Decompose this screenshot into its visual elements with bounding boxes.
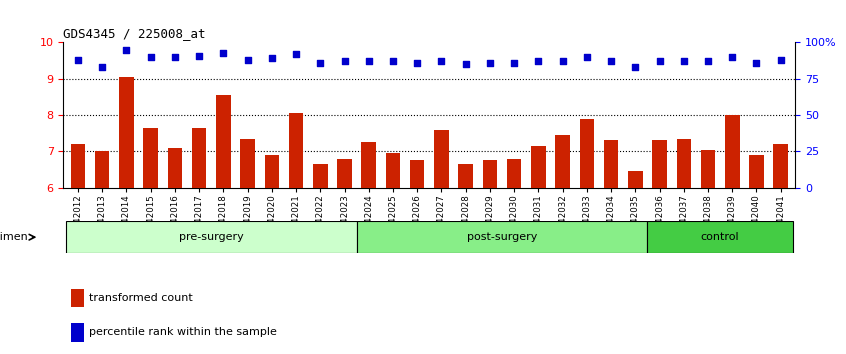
Bar [580,119,594,188]
Point [629,64,642,70]
Text: control: control [700,232,739,242]
Bar [410,160,425,188]
Bar [338,159,352,188]
Point [217,50,230,56]
Bar [288,113,304,188]
Bar [652,141,667,188]
Bar [386,153,400,188]
Point [192,53,206,58]
Bar [677,139,691,188]
Bar [144,128,158,188]
Bar [507,159,521,188]
Point [144,54,157,60]
Bar [604,141,618,188]
Point [653,58,667,64]
Text: GDS4345 / 225008_at: GDS4345 / 225008_at [63,27,206,40]
Text: percentile rank within the sample: percentile rank within the sample [89,327,277,337]
Bar [459,164,473,188]
Bar [192,128,206,188]
FancyBboxPatch shape [357,221,647,253]
Point [459,62,472,67]
Text: pre-surgery: pre-surgery [179,232,244,242]
Bar [483,160,497,188]
Bar [71,289,84,307]
Point [604,58,618,64]
Bar [531,146,546,188]
Bar [555,135,570,188]
Point [362,58,376,64]
Point [701,58,715,64]
FancyBboxPatch shape [66,221,357,253]
Bar [71,144,85,188]
Bar [700,149,715,188]
Text: transformed count: transformed count [89,293,193,303]
Bar [240,139,255,188]
Bar [750,155,764,188]
Bar [265,155,279,188]
Point [387,58,400,64]
Bar [361,142,376,188]
Bar [168,148,182,188]
Point [119,47,133,53]
Text: post-surgery: post-surgery [467,232,537,242]
Point [168,54,182,60]
Text: specimen: specimen [0,232,29,242]
Point [289,51,303,57]
Point [726,54,739,60]
Bar [628,171,643,188]
Bar [313,164,327,188]
Point [483,60,497,65]
Point [71,57,85,63]
Point [410,60,424,65]
Point [314,60,327,65]
Bar [119,77,134,188]
Bar [95,152,109,188]
Bar [216,95,231,188]
Point [556,58,569,64]
Point [508,60,521,65]
Point [96,64,109,70]
Bar [725,115,739,188]
Point [677,58,690,64]
Point [338,58,351,64]
Point [774,57,788,63]
Point [241,57,255,63]
FancyBboxPatch shape [647,221,793,253]
Bar [71,323,84,342]
Bar [773,144,788,188]
Point [750,60,763,65]
Bar [434,130,448,188]
Point [580,54,594,60]
Point [265,56,278,61]
Point [435,58,448,64]
Point [531,58,545,64]
